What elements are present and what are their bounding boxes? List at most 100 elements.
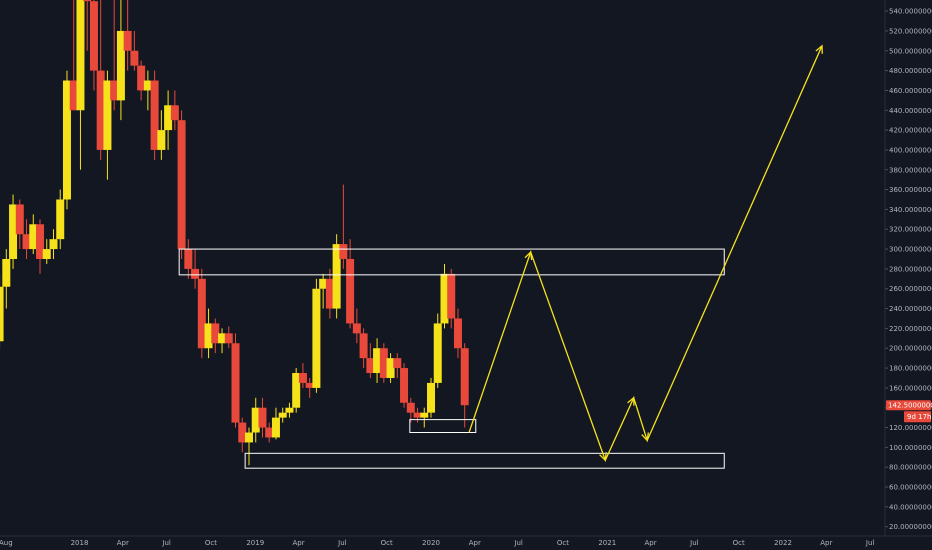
price-tick-label: 480.00000000 xyxy=(889,67,932,75)
time-tick-label: Apr xyxy=(469,539,481,547)
projection-arrowhead xyxy=(524,250,533,261)
candle-body xyxy=(123,30,132,51)
candle-body xyxy=(89,1,98,71)
candle-body xyxy=(453,318,462,349)
candle-body xyxy=(251,407,260,433)
time-tick-label: Jul xyxy=(513,539,523,547)
candle-body xyxy=(197,278,206,349)
candle-body xyxy=(9,204,18,259)
candle-body xyxy=(116,30,125,101)
annotation-rectangle[interactable] xyxy=(409,419,477,433)
candle-body xyxy=(130,50,139,66)
candle-body xyxy=(346,258,355,324)
candle-body xyxy=(157,130,166,150)
candle-body xyxy=(433,323,442,383)
price-tick-label: 320.00000000 xyxy=(889,226,932,234)
price-axis[interactable]: 20.00000000 40.00000000 60.00000000 80.0000… xyxy=(884,0,932,536)
projection-arrowhead xyxy=(627,396,635,406)
candle-body xyxy=(352,323,361,334)
time-axis[interactable]: Aug 2018 Apr Jul Oct 2019 Apr Jul Oct 2020 Apr Jul O… xyxy=(0,535,932,547)
candle-body xyxy=(137,65,146,91)
candle-body xyxy=(29,224,38,250)
candle-body xyxy=(238,422,247,443)
candles-layer xyxy=(0,0,469,466)
price-tick-label: 260.00000000 xyxy=(889,285,932,293)
countdown-tag-background xyxy=(904,411,931,423)
price-tick-label: 540.00000000 xyxy=(889,8,932,16)
candle-body xyxy=(0,286,4,342)
candle-body xyxy=(150,80,159,150)
projection-arrowhead xyxy=(815,44,823,54)
annotation-rectangle[interactable] xyxy=(178,248,725,276)
time-tick-label: 2022 xyxy=(774,539,792,547)
last-price-tag-background xyxy=(886,400,931,411)
price-tick-label: 520.00000000 xyxy=(889,27,932,35)
price-tick-label: 80.00000000 xyxy=(889,464,932,472)
projection-arrowhead xyxy=(641,432,650,442)
time-tick-label: Jul xyxy=(337,539,347,547)
candle-body xyxy=(447,273,456,319)
candle-body xyxy=(36,224,45,259)
candle-body xyxy=(305,382,314,388)
candle-body xyxy=(393,358,402,369)
price-tick-label: 40.00000000 xyxy=(889,503,932,511)
annotation-rectangle[interactable] xyxy=(244,452,725,469)
price-tick-label: 160.00000000 xyxy=(889,384,932,392)
candle-body xyxy=(170,105,179,121)
candle-body xyxy=(49,239,58,250)
annotations-layer xyxy=(178,248,725,469)
candle-body xyxy=(366,358,375,374)
time-tick-label: Jul xyxy=(865,539,875,547)
candle-body xyxy=(204,323,213,349)
last-price-label: 142.50000001 xyxy=(888,402,932,410)
candle-body xyxy=(265,427,274,438)
candle-body xyxy=(177,120,186,250)
price-tick-label: 380.00000000 xyxy=(889,166,932,174)
candle-body xyxy=(298,373,307,383)
price-tick-label: 440.00000000 xyxy=(889,107,932,115)
time-tick-label: Aug xyxy=(0,539,13,547)
time-tick-label: 2019 xyxy=(246,539,264,547)
price-tick-label: 340.00000000 xyxy=(889,206,932,214)
projection-path[interactable] xyxy=(468,45,823,462)
time-tick-label: Oct xyxy=(381,539,393,547)
candle-body xyxy=(15,204,24,235)
time-tick-label: Jul xyxy=(689,539,699,547)
candle-body xyxy=(325,278,334,309)
price-tick-label: 400.00000000 xyxy=(889,146,932,154)
candle-body xyxy=(224,333,233,344)
candle-body xyxy=(164,105,173,131)
time-tick-label: Jul xyxy=(161,539,171,547)
price-tick-label: 220.00000000 xyxy=(889,325,932,333)
candle-body xyxy=(278,412,287,418)
price-tick-label: 500.00000000 xyxy=(889,47,932,55)
candle-body xyxy=(56,199,65,240)
candle-body xyxy=(386,358,395,378)
candle-body xyxy=(312,288,321,388)
candle-body xyxy=(258,407,267,428)
candle-body xyxy=(110,80,119,101)
candle-body xyxy=(22,234,31,250)
price-tick-label: 240.00000000 xyxy=(889,305,932,313)
price-tick-label: 20.00000000 xyxy=(889,523,932,531)
candle-body xyxy=(184,249,193,269)
time-tick-label: Oct xyxy=(205,539,217,547)
candle-body xyxy=(83,0,92,2)
time-tick-label: Oct xyxy=(733,539,745,547)
candle-body xyxy=(359,333,368,359)
candle-body xyxy=(231,343,240,423)
time-tick-label: Apr xyxy=(293,539,305,547)
time-tick-label: Oct xyxy=(557,539,569,547)
price-tick-label: 460.00000000 xyxy=(889,87,932,95)
candle-body xyxy=(400,368,409,403)
candle-body xyxy=(69,80,78,111)
candle-body xyxy=(460,348,469,406)
candle-body xyxy=(332,244,341,309)
candle-body xyxy=(76,0,85,111)
candle-body xyxy=(96,70,105,150)
candle-body xyxy=(292,373,301,408)
time-tick-label: Apr xyxy=(820,539,832,547)
projection-layer xyxy=(468,44,823,462)
